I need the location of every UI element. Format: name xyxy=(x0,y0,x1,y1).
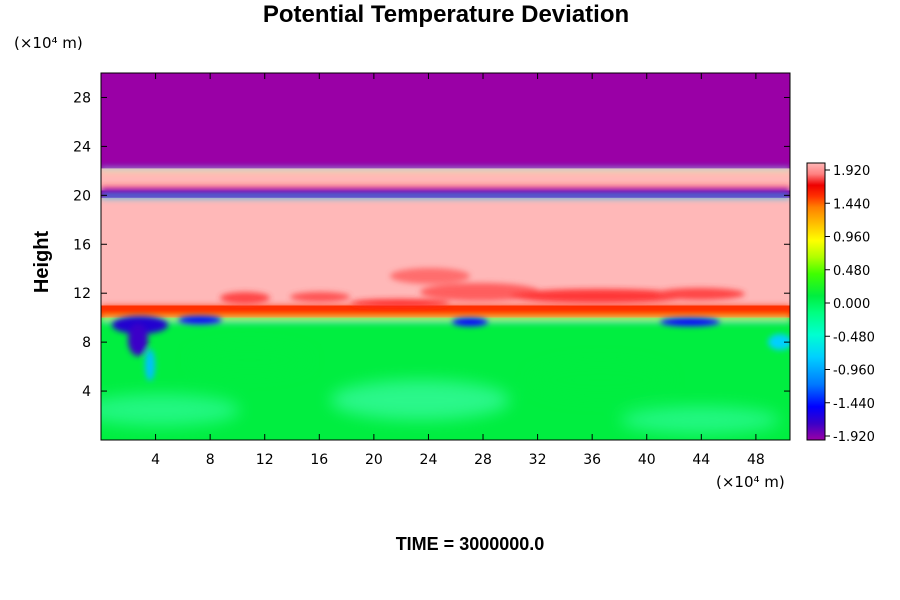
lower-turbulence-texture xyxy=(101,346,780,434)
chart-title: Potential Temperature Deviation xyxy=(263,1,629,28)
y-tick-label: 16 xyxy=(73,237,91,253)
contour-plot-area xyxy=(101,73,790,440)
x-unit-label: (×10⁴ m) xyxy=(716,473,785,491)
y-tick-label: 12 xyxy=(73,286,91,302)
colorbar-tick-label: -0.960 xyxy=(833,364,875,379)
x-tick-label: 24 xyxy=(420,452,438,468)
colorbar-tick-label: -1.440 xyxy=(833,397,875,412)
plot-frame xyxy=(100,72,791,441)
colorbar-tick-label: 0.480 xyxy=(833,264,870,279)
x-tick-label: 36 xyxy=(583,452,601,468)
x-axis-ticks: 4 8 12 16 20 24 28 32 36 40 44 48 xyxy=(151,73,765,468)
x-tick-label: 48 xyxy=(747,452,765,468)
warm-plume-patches xyxy=(220,268,745,307)
upper-inversion-band xyxy=(101,167,790,199)
x-tick-label: 44 xyxy=(692,452,710,468)
colorbar: 1.920 1.440 0.960 0.480 0.000 -0.480 -0.960 -1.… xyxy=(806,162,875,445)
field-layer-5 xyxy=(101,73,790,169)
boundary-mixing-band xyxy=(101,305,790,324)
y-axis-ticks: 4 8 12 16 20 24 28 xyxy=(73,90,790,400)
y-tick-label: 24 xyxy=(73,139,91,155)
colorbar-ticks: 1.920 1.440 0.960 0.480 0.000 -0.480 -0.960 -1.… xyxy=(825,164,875,445)
x-tick-label: 4 xyxy=(151,452,160,468)
field-layer-4 xyxy=(101,168,790,191)
colorbar-tick-label: 0.960 xyxy=(833,231,870,246)
x-tick-label: 12 xyxy=(256,452,274,468)
x-tick-label: 8 xyxy=(206,452,215,468)
colorbar-tick-label: 1.920 xyxy=(833,164,870,179)
y-tick-label: 20 xyxy=(73,188,91,204)
x-tick-label: 28 xyxy=(474,452,492,468)
y-tick-label: 8 xyxy=(82,335,91,351)
x-tick-label: 16 xyxy=(310,452,328,468)
colorbar-tick-label: 1.440 xyxy=(833,197,870,212)
colorbar-tick-label: 0.000 xyxy=(833,297,870,312)
field-layers xyxy=(101,73,790,440)
y-unit-label: (×10⁴ m) xyxy=(14,34,83,52)
y-tick-label: 28 xyxy=(73,90,91,106)
x-tick-label: 20 xyxy=(365,452,383,468)
time-label: TIME = 3000000.0 xyxy=(396,534,545,554)
colorbar-tick-label: -0.480 xyxy=(833,330,875,345)
colorbar-tick-label: -1.920 xyxy=(833,430,875,445)
y-tick-label: 4 xyxy=(82,384,91,400)
x-tick-label: 32 xyxy=(529,452,547,468)
cold-pool-patches xyxy=(112,316,790,381)
y-axis-label: Height xyxy=(31,231,53,294)
x-tick-label: 40 xyxy=(638,452,656,468)
colorbar-scale xyxy=(806,162,826,441)
